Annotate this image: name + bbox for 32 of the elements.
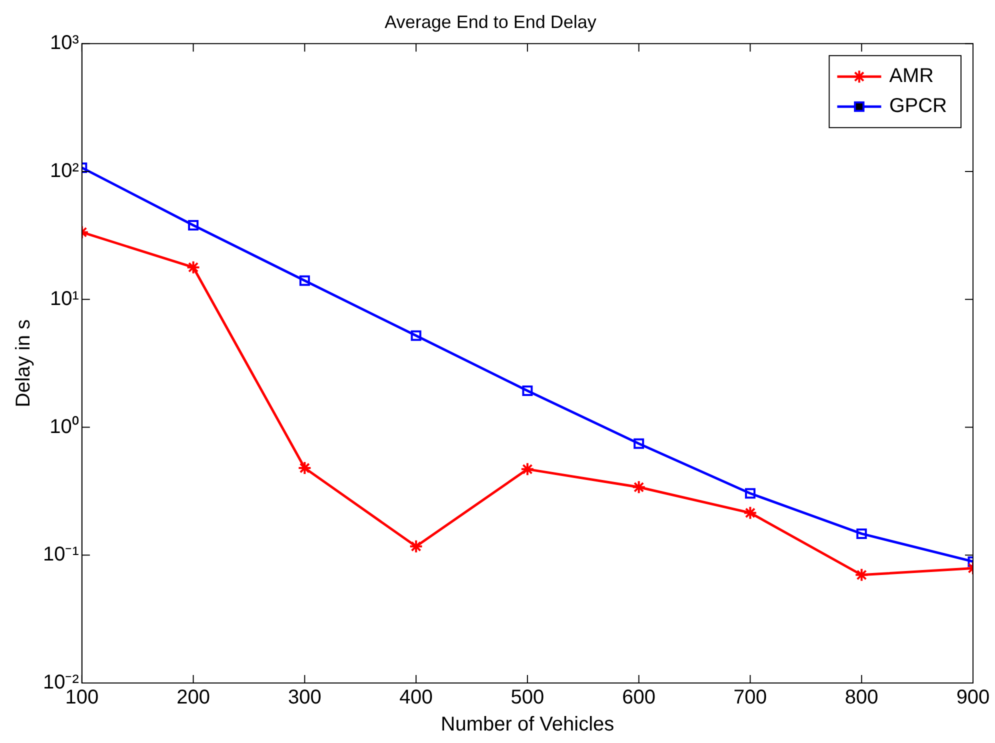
x-tick-label: 800 bbox=[844, 686, 878, 709]
x-tick-label: 400 bbox=[399, 686, 433, 709]
point bbox=[410, 330, 422, 341]
x-tick-label: 900 bbox=[956, 686, 990, 709]
y-tick-label: 10² bbox=[50, 160, 80, 182]
y-tick-label: 10³ bbox=[50, 32, 80, 54]
legend-label: AMR bbox=[889, 65, 934, 88]
point bbox=[856, 528, 867, 539]
x-tick-label: 500 bbox=[510, 686, 544, 709]
x-axis-title: Number of Vehicles bbox=[440, 714, 614, 736]
y-tick-label: 10⁻¹ bbox=[43, 544, 80, 566]
point bbox=[744, 488, 756, 499]
legend-label: GPCR bbox=[889, 95, 948, 118]
point bbox=[632, 480, 646, 494]
point bbox=[522, 385, 533, 396]
point bbox=[299, 275, 310, 286]
y-tick-label: 10⁰ bbox=[50, 414, 79, 438]
point bbox=[186, 260, 200, 274]
y-tick-label: 10¹ bbox=[50, 288, 80, 310]
point bbox=[520, 462, 534, 476]
x-tick-label: 600 bbox=[622, 686, 656, 709]
point bbox=[188, 220, 199, 230]
x-tick-label: 300 bbox=[288, 686, 322, 709]
point bbox=[409, 539, 424, 554]
point bbox=[298, 461, 312, 476]
point bbox=[854, 568, 869, 582]
chart-title: Average End to End Delay bbox=[384, 12, 596, 32]
point bbox=[743, 506, 758, 520]
y-axis-title: Delay in s bbox=[12, 319, 35, 408]
x-tick-label: 700 bbox=[734, 686, 767, 709]
point bbox=[634, 438, 644, 449]
x-tick-label: 200 bbox=[176, 686, 210, 709]
